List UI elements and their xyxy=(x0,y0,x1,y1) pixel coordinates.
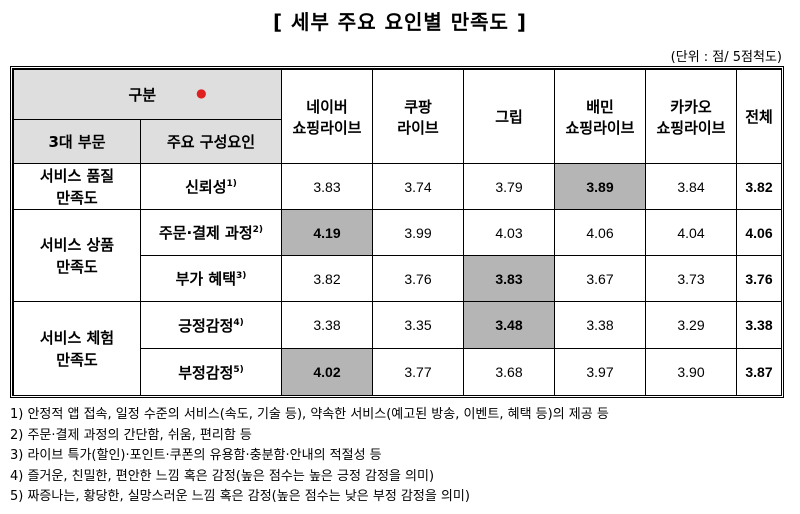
unit-label: (단위 : 점/ 5점척도) xyxy=(670,50,782,65)
factor-cell: 신뢰성1) xyxy=(140,163,282,210)
footnote-5: 5) 짜증나는, 황당한, 실망스러운 느낌 혹은 감정(높은 점수는 낮은 부… xyxy=(10,489,470,504)
page-title: [ 세부 주요 요인별 만족도 ] xyxy=(272,10,528,34)
total-cell: 3.82 xyxy=(736,163,782,210)
table-row: 부가 혜택3) 3.82 3.76 3.83 3.67 3.73 3.76 xyxy=(14,255,782,302)
header-platform-0: 네이버 쇼핑라이브 xyxy=(281,69,373,164)
value-cell: 4.02 xyxy=(281,348,373,396)
total-cell: 3.76 xyxy=(736,255,782,302)
value-cell: 3.35 xyxy=(372,301,464,349)
header-total: 전체 xyxy=(736,69,782,164)
value-cell: 3.68 xyxy=(463,348,555,396)
table-row: 서비스 품질 만족도서비스 품질만족도신뢰성1)3.833.743.793.89… xyxy=(13,163,782,210)
header-factor: 주요 구성요인 xyxy=(140,119,282,164)
value-cell: 3.89 xyxy=(554,163,646,210)
value-cell: 3.90 xyxy=(645,348,737,396)
factor-cell: 주문·결제 과정2) xyxy=(140,209,282,256)
value-cell: 3.79 xyxy=(463,163,555,210)
value-cell: 3.67 xyxy=(554,255,646,302)
header-group: 구분 ● xyxy=(13,69,282,120)
factor-cell: 부정감정5) xyxy=(140,348,282,396)
footnote-3: 3) 라이브 특가(할인)·포인트·쿠폰의 유용함·충분함·안내의 적절성 등 xyxy=(10,448,382,463)
table-row: 서비스 체험 만족도서비스 체험만족도긍정감정4)3.383.353.483.3… xyxy=(13,301,782,396)
footnote-4: 4) 즐거운, 친밀한, 편안한 느낌 혹은 감정(높은 점수는 높은 긍정 감… xyxy=(10,468,435,484)
header-platform-1: 쿠팡 라이브 xyxy=(372,69,464,164)
value-cell: 3.74 xyxy=(372,163,464,210)
factor-cell: 긍정감정4) xyxy=(140,301,282,349)
footnote-1: 1) 안정적 앱 접속, 일정 수준의 서비스(속도, 기술 등), 약속한 서… xyxy=(10,407,609,422)
value-cell: 4.03 xyxy=(463,209,555,256)
value-cell: 3.99 xyxy=(372,209,464,256)
value-cell: 3.82 xyxy=(281,255,373,302)
factor-cell: 부가 혜택3) xyxy=(140,255,282,302)
value-cell: 3.76 xyxy=(372,255,464,302)
value-cell: 4.19 xyxy=(281,209,373,256)
satisfaction-table: 구분 ● 네이버 쇼핑라이브 쿠팡 라이브 그립 배민 쇼핑라이브 카카오 쇼핑라이브 전… xyxy=(13,69,782,396)
value-cell: 3.84 xyxy=(645,163,737,210)
total-cell: 3.87 xyxy=(736,348,782,396)
value-cell: 3.38 xyxy=(554,301,646,349)
value-cell: 3.73 xyxy=(645,255,737,302)
value-cell: 3.83 xyxy=(463,255,555,302)
value-cell: 4.04 xyxy=(645,209,737,256)
total-cell: 3.38 xyxy=(736,301,782,349)
red-dot-marker: ● xyxy=(196,86,207,100)
total-cell: 4.06 xyxy=(736,209,782,256)
value-cell: 3.97 xyxy=(554,348,646,396)
header-platform-2: 그립 xyxy=(463,69,555,164)
header-part: 3대 부문 xyxy=(13,119,141,164)
header-platform-3: 배민 쇼핑라이브 xyxy=(554,69,646,164)
value-cell: 3.77 xyxy=(372,348,464,396)
table-frame xyxy=(10,66,784,398)
header-platform-4: 카카오 쇼핑라이브 xyxy=(645,69,737,164)
table-row: 부정감정5) 4.02 3.77 3.68 3.97 3.90 3.87 xyxy=(14,348,782,396)
footnote-2: 2) 주문·결제 과정의 간단함, 쉬움, 편리함 등 xyxy=(10,427,252,443)
value-cell: 3.48 xyxy=(463,301,555,349)
value-cell: 4.06 xyxy=(554,209,646,256)
footnotes: 1) 안정적 앱 접속, 일정 수준의 서비스(속도, 기술 등), 약속한 서… xyxy=(10,405,795,508)
value-cell: 3.83 xyxy=(281,163,373,210)
value-cell: 3.38 xyxy=(281,301,373,349)
value-cell: 3.29 xyxy=(645,301,737,349)
